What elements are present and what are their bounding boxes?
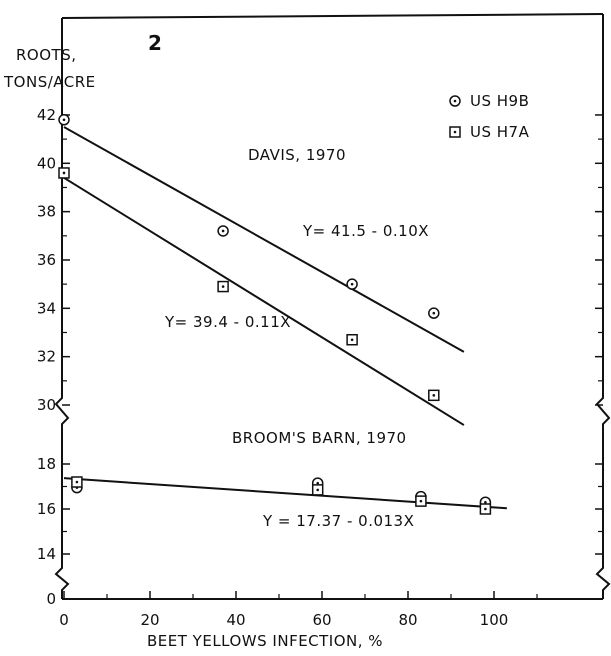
y-tick-label: 36 <box>37 251 56 269</box>
data-point-us-h7a-davis <box>346 333 358 346</box>
x-tick-label: 100 <box>480 611 509 629</box>
x-tick-label: 80 <box>398 611 417 629</box>
fit-line-brooms-barn <box>63 477 507 510</box>
y-tick-label: 14 <box>37 545 56 563</box>
brooms-barn-location-label: BROOM'S BARN, 1970 <box>232 429 407 447</box>
data-point-us-h7a-davis <box>217 280 229 293</box>
y-axis-left-with-break <box>54 18 70 599</box>
legend-marker-us-h7a <box>449 126 461 138</box>
fit-line-us-h9b-davis <box>63 126 465 353</box>
x-tick-label: 20 <box>140 611 159 629</box>
x-axis-label: BEET YELLOWS INFECTION, % <box>147 632 383 650</box>
marker-center-dot <box>62 118 66 122</box>
marker-center-dot <box>453 130 457 134</box>
y-tick-label: 30 <box>37 396 56 414</box>
marker-center-dot <box>484 500 487 504</box>
x-tick-label: 60 <box>312 611 331 629</box>
marker-center-dot <box>221 229 225 233</box>
y-tick-label: 0 <box>46 590 56 608</box>
marker-center-dot <box>316 481 320 485</box>
marker-center-dot <box>350 282 354 286</box>
marker-center-dot <box>62 171 66 175</box>
data-point-us-h9b-davis <box>346 278 358 290</box>
data-point-us-h7a-brooms-barn <box>415 495 427 507</box>
y-tick-label: 38 <box>37 203 56 221</box>
y-tick-label: 16 <box>37 500 56 518</box>
marker-center-dot <box>419 499 423 503</box>
data-point-us-h9b-davis <box>428 307 440 319</box>
marker-center-dot <box>221 285 225 288</box>
fit-line-us-h7a-davis <box>63 176 465 426</box>
marker-center-dot <box>453 99 457 103</box>
legend-label-us-h7a: US H7A <box>470 123 530 141</box>
data-point-us-h7a-davis <box>58 167 70 179</box>
legend-label-us-h9b: US H9B <box>470 92 529 110</box>
x-tick-label: 0 <box>59 611 69 629</box>
data-point-us-h7a-davis <box>428 389 440 402</box>
fit-label-brooms-barn: Y = 17.37 - 0.013X <box>262 512 414 530</box>
data-point-us-h7a-brooms-barn <box>311 484 324 496</box>
marker-center-dot <box>432 394 436 397</box>
y-axis-right-with-break <box>595 14 611 599</box>
marker-center-dot <box>484 507 487 511</box>
fit-label-us-h7a-davis: Y= 39.4 - 0.11X <box>164 313 291 331</box>
marker-center-dot <box>432 311 436 315</box>
data-point-us-h7a-brooms-barn <box>71 476 83 488</box>
y-tick-label: 18 <box>37 455 56 473</box>
data-point-us-h9b-davis <box>217 225 229 237</box>
marker-center-dot <box>350 338 354 342</box>
davis-location-label: DAVIS, 1970 <box>248 146 346 164</box>
legend-marker-us-h9b <box>449 95 461 107</box>
data-point-us-h7a-brooms-barn <box>479 503 492 515</box>
plot-frame-top <box>61 13 604 19</box>
y-axis-label-line2: TONS/ACRE <box>3 73 96 91</box>
y-tick-label: 34 <box>37 299 56 317</box>
y-tick-label: 40 <box>37 154 56 172</box>
marker-center-dot <box>316 488 320 492</box>
marker-center-dot <box>75 480 79 484</box>
panel-label: 2 <box>148 31 162 55</box>
y-tick-label: 32 <box>37 348 56 366</box>
y-axis-label-line1: ROOTS, <box>16 46 77 64</box>
data-point-us-h9b-davis <box>58 114 70 126</box>
y-tick-label: 42 <box>37 106 56 124</box>
fit-label-us-h9b-davis: Y= 41.5 - 0.10X <box>302 222 429 240</box>
x-tick-label: 40 <box>226 611 245 629</box>
